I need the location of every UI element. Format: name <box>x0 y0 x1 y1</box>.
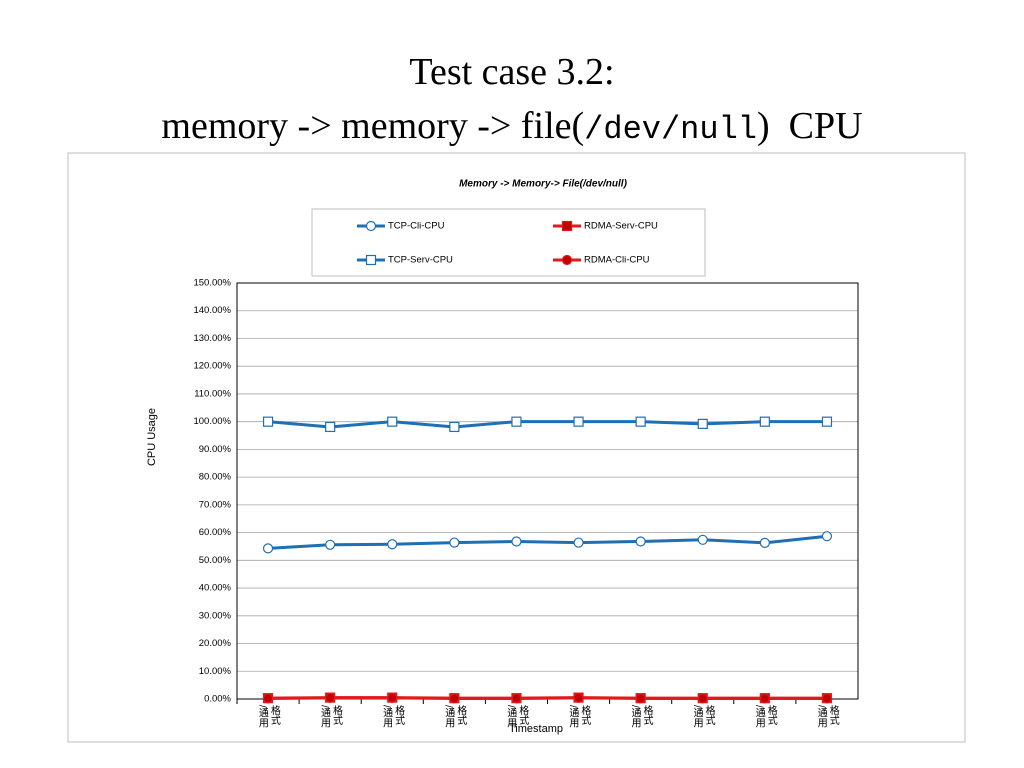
marker <box>365 254 377 266</box>
x-tick-label: /通用格式 <box>691 704 715 729</box>
y-tick-label: 10.00% <box>199 666 232 677</box>
marker <box>325 692 336 703</box>
x-tick-label: /通用格式 <box>629 704 653 729</box>
marker <box>697 534 708 545</box>
y-tick-label: 0.00% <box>204 694 231 705</box>
legend-label: TCP-Cli-CPU <box>388 221 445 232</box>
y-tick-label: 110.00% <box>194 388 231 399</box>
marker <box>635 416 646 427</box>
y-tick-label: 20.00% <box>199 638 232 649</box>
y-tick-label: 130.00% <box>193 333 231 344</box>
y-tick-label: 60.00% <box>199 527 232 538</box>
legend-label: RDMA-Cli-CPU <box>584 255 650 266</box>
marker <box>759 693 770 704</box>
marker <box>262 416 274 427</box>
y-tick-label: 80.00% <box>199 472 232 483</box>
marker <box>561 220 573 232</box>
slide-title: Test case 3.2: <box>409 51 614 93</box>
marker <box>697 693 708 704</box>
marker <box>821 416 833 427</box>
marker <box>561 254 573 266</box>
x-tick-label: /通用格式 <box>815 704 839 729</box>
y-tick-label: 30.00% <box>199 610 232 621</box>
marker <box>573 416 584 427</box>
marker <box>387 539 398 550</box>
y-tick-label: 120.00% <box>193 361 231 372</box>
series-line <box>267 420 827 429</box>
legend <box>311 208 706 277</box>
subtitle-part: ) CPU <box>757 105 863 147</box>
x-tick-label: /通用格式 <box>256 704 280 729</box>
marker <box>821 693 833 704</box>
legend-label: TCP-Serv-CPU <box>388 255 453 266</box>
x-axis-label: Timestamp <box>509 723 563 735</box>
y-axis-label: CPU Usage <box>146 408 158 466</box>
slide-subtitle: memory -> memory -> file(/dev/null) CPU <box>161 105 862 148</box>
chart-title: Memory -> Memory-> File(/dev/null) <box>459 179 627 190</box>
y-tick-label: 40.00% <box>199 583 232 594</box>
marker <box>262 693 274 704</box>
marker <box>697 418 708 429</box>
marker <box>759 416 770 427</box>
marker <box>449 537 460 548</box>
subtitle-part: memory -> memory -> file( <box>161 105 584 147</box>
y-tick-label: 90.00% <box>199 444 232 455</box>
y-tick-label: 140.00% <box>193 305 231 316</box>
legend-label: RDMA-Serv-CPU <box>584 221 658 232</box>
marker <box>262 543 274 554</box>
x-tick-label: /通用格式 <box>505 704 529 729</box>
y-tick-label: 70.00% <box>199 499 232 510</box>
series-line <box>268 696 827 700</box>
marker <box>449 693 460 704</box>
marker <box>573 537 584 548</box>
x-tick-label: /通用格式 <box>443 704 467 729</box>
marker <box>325 421 336 433</box>
marker <box>511 416 522 427</box>
y-tick-label: 50.00% <box>199 555 232 566</box>
subtitle-code: /dev/null <box>584 111 757 148</box>
marker <box>759 537 770 548</box>
y-tick-label: 150.00% <box>193 278 231 289</box>
series-line <box>267 534 828 550</box>
marker <box>325 539 336 550</box>
marker <box>635 693 646 704</box>
marker <box>573 692 584 703</box>
marker <box>635 536 646 547</box>
marker <box>511 536 522 547</box>
y-tick-label: 100.00% <box>193 416 231 427</box>
marker <box>387 692 398 703</box>
x-tick-label: /通用格式 <box>381 704 405 729</box>
marker <box>511 693 522 704</box>
marker <box>449 421 460 433</box>
marker <box>365 220 377 232</box>
x-tick-label: /通用格式 <box>753 704 777 729</box>
marker <box>387 416 398 427</box>
x-tick-label: /通用格式 <box>567 704 591 729</box>
marker <box>821 531 833 542</box>
x-tick-label: /通用格式 <box>319 704 343 729</box>
